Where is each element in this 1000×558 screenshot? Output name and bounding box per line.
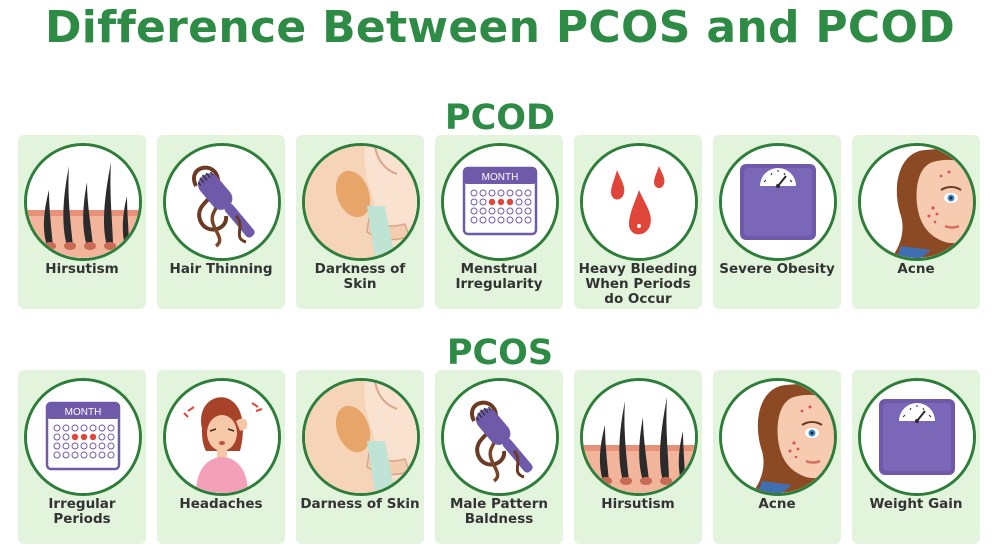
- pcod-symptom-row: Hirsutism Hair Thinning Darkness of Skin…: [18, 135, 982, 309]
- blood-drops-icon: [580, 143, 698, 261]
- pcos-symptom-card: Acne: [713, 370, 841, 544]
- pcod-symptom-card: Severe Obesity: [713, 135, 841, 309]
- weighing-scale-icon: [719, 143, 837, 261]
- pcod-symptom-card: Hirsutism: [18, 135, 146, 309]
- calendar-icon: MONTH: [24, 378, 142, 496]
- pcod-symptom-card: Darkness of Skin: [296, 135, 424, 309]
- pcos-symptom-label: Male Pattern Baldness: [449, 496, 548, 527]
- calendar-icon: MONTH: [441, 143, 559, 261]
- pcod-symptom-label: Menstrual Irregularity: [455, 261, 543, 292]
- pcod-symptom-label: Acne: [897, 261, 935, 277]
- headache-woman-icon: [163, 378, 281, 496]
- pcod-symptom-label: Darkness of Skin: [314, 261, 406, 292]
- acne-face-icon: [858, 143, 976, 261]
- weighing-scale-icon: [858, 378, 976, 496]
- hairbrush-hair-loss-icon: [163, 143, 281, 261]
- pcos-symptom-card: Hirsutism: [574, 370, 702, 544]
- pcod-symptom-card: MONTH Menstrual Irregularity: [435, 135, 563, 309]
- hairbrush-hair-loss-icon: [441, 378, 559, 496]
- pcod-symptom-label: Hair Thinning: [169, 261, 273, 277]
- hair-follicles-icon: [24, 143, 142, 261]
- pcod-symptom-label: Hirsutism: [45, 261, 119, 277]
- dark-underarm-icon: [302, 378, 420, 496]
- pcos-symptom-label: Headaches: [179, 496, 263, 512]
- pcos-symptom-label: Acne: [758, 496, 796, 512]
- pcod-symptom-card: Acne: [852, 135, 980, 309]
- acne-face-icon: [719, 378, 837, 496]
- page-title: Difference Between PCOS and PCOD: [44, 2, 956, 53]
- svg-text:MONTH: MONTH: [482, 172, 519, 183]
- pcod-symptom-card: Hair Thinning: [157, 135, 285, 309]
- pcos-symptom-row: MONTH Irregular Periods Headaches Darnes…: [18, 370, 982, 544]
- pcos-symptom-label: Darness of Skin: [300, 496, 420, 512]
- pcos-symptom-card: Male Pattern Baldness: [435, 370, 563, 544]
- dark-underarm-icon: [302, 143, 420, 261]
- pcod-section-title: PCOD: [444, 98, 556, 138]
- pcod-symptom-label: Heavy Bleeding When Periods do Occur: [578, 261, 698, 307]
- hair-follicles-icon: [580, 378, 698, 496]
- pcos-symptom-card: Weight Gain: [852, 370, 980, 544]
- pcos-symptom-card: Darness of Skin: [296, 370, 424, 544]
- pcod-symptom-label: Severe Obesity: [719, 261, 835, 277]
- pcos-symptom-label: Hirsutism: [601, 496, 675, 512]
- pcod-symptom-card: Heavy Bleeding When Periods do Occur: [574, 135, 702, 309]
- pcos-symptom-card: MONTH Irregular Periods: [18, 370, 146, 544]
- pcos-symptom-card: Headaches: [157, 370, 285, 544]
- pcos-section-title: PCOS: [446, 333, 554, 373]
- svg-text:MONTH: MONTH: [65, 407, 102, 418]
- pcos-symptom-label: Weight Gain: [869, 496, 963, 512]
- pcos-symptom-label: Irregular Periods: [48, 496, 116, 527]
